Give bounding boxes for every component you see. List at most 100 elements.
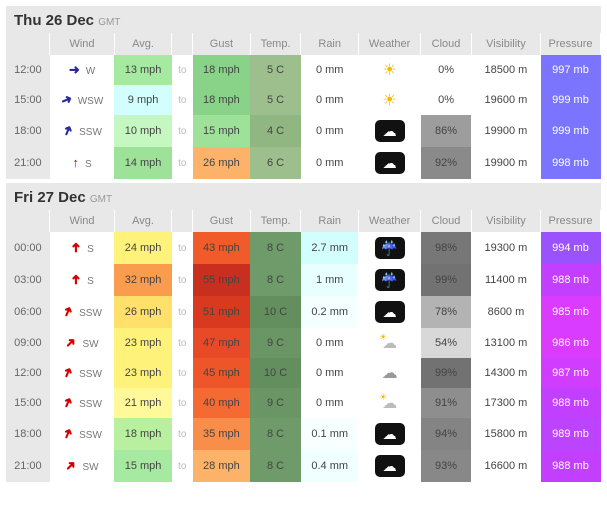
cell-wind: ➜ SSW xyxy=(50,115,115,147)
cell-time: 18:00 xyxy=(6,418,50,450)
cell-wind: ➜ S xyxy=(50,232,115,264)
forecast-row: 15:00➜ WSW9 mphto18 mph5 C0 mm☀0%19600 m… xyxy=(6,85,601,115)
cell-pressure: 999 mb xyxy=(541,85,601,115)
cell-avg: 10 mph xyxy=(114,115,172,147)
cell-time: 12:00 xyxy=(6,55,50,85)
cell-weather: ☁ xyxy=(358,147,420,179)
weather-icon-sun: ☀ xyxy=(382,90,396,110)
day-title: Thu 26 Dec xyxy=(14,12,94,29)
cell-gust: 51 mph xyxy=(193,296,251,328)
forecast-row: 06:00➜ SSW26 mphto51 mph10 C0.2 mm☁78%86… xyxy=(6,296,601,328)
cell-gust: 15 mph xyxy=(193,115,251,147)
col-avg: Avg. xyxy=(114,33,172,55)
forecast-table: WindAvg.GustTemp.RainWeatherCloudVisibil… xyxy=(6,33,601,179)
wind-arrow-icon: ➜ xyxy=(59,91,74,107)
col-gust: Gust xyxy=(193,33,251,55)
cell-avg: 26 mph xyxy=(114,296,172,328)
cell-visibility: 18500 m xyxy=(471,55,540,85)
cell-temp: 8 C xyxy=(250,264,301,296)
cell-to: to xyxy=(172,55,193,85)
col-pressure: Pressure xyxy=(541,210,601,232)
cell-avg: 9 mph xyxy=(114,85,172,115)
wind-arrow-icon: ➜ xyxy=(69,63,80,76)
cell-visibility: 19900 m xyxy=(471,115,540,147)
cell-avg: 13 mph xyxy=(114,55,172,85)
col-rain: Rain xyxy=(301,33,359,55)
cell-weather: ☁ xyxy=(358,328,420,358)
cell-temp: 5 C xyxy=(250,55,301,85)
col-wind: Wind xyxy=(50,210,115,232)
wind-dir-label: W xyxy=(86,66,95,77)
cell-rain: 0 mm xyxy=(301,55,359,85)
col-cloud: Cloud xyxy=(421,210,472,232)
cell-gust: 43 mph xyxy=(193,232,251,264)
cell-visibility: 19600 m xyxy=(471,85,540,115)
cell-time: 09:00 xyxy=(6,328,50,358)
cell-wind: ➜ W xyxy=(50,55,115,85)
cell-to: to xyxy=(172,232,193,264)
weather-icon-sun: ☀ xyxy=(382,60,396,80)
cell-to: to xyxy=(172,328,193,358)
cell-time: 15:00 xyxy=(6,388,50,418)
col-rain: Rain xyxy=(301,210,359,232)
forecast-row: 21:00↑ S14 mphto26 mph6 C0 mm☁92%19900 m… xyxy=(6,147,601,179)
wind-arrow-icon: ➜ xyxy=(69,274,82,285)
cell-temp: 4 C xyxy=(250,115,301,147)
cell-wind: ➜ SSW xyxy=(50,296,115,328)
forecast-row: 03:00➜ S32 mphto55 mph8 C1 mm☔99%11400 m… xyxy=(6,264,601,296)
weather-icon-cloud_box: ☁ xyxy=(375,455,405,477)
cell-temp: 8 C xyxy=(250,418,301,450)
cell-visibility: 19900 m xyxy=(471,147,540,179)
weather-icon-cloud_box: ☁ xyxy=(375,152,405,174)
col-cloud: Cloud xyxy=(421,33,472,55)
cell-wind: ➜ SW xyxy=(50,450,115,482)
weather-icon-cloud: ☁ xyxy=(382,363,398,383)
cell-time: 15:00 xyxy=(6,85,50,115)
weather-icon-cloud_box: ☁ xyxy=(375,301,405,323)
cell-to: to xyxy=(172,85,193,115)
day-header: Thu 26 Dec GMT xyxy=(6,6,601,33)
cell-cloud: 92% xyxy=(421,147,472,179)
cell-to: to xyxy=(172,358,193,388)
cell-pressure: 994 mb xyxy=(541,232,601,264)
wind-arrow-icon: ↑ xyxy=(72,156,79,169)
cell-weather: ☀ xyxy=(358,85,420,115)
weather-icon-cloud_box: ☁ xyxy=(375,120,405,142)
cell-rain: 0.1 mm xyxy=(301,418,359,450)
cell-time: 21:00 xyxy=(6,147,50,179)
cell-wind: ➜ S xyxy=(50,264,115,296)
forecast-row: 12:00➜ SSW23 mphto45 mph10 C0 mm☁99%1430… xyxy=(6,358,601,388)
cell-temp: 9 C xyxy=(250,388,301,418)
cell-time: 03:00 xyxy=(6,264,50,296)
cell-cloud: 99% xyxy=(421,358,472,388)
cell-to: to xyxy=(172,418,193,450)
cell-avg: 14 mph xyxy=(114,147,172,179)
cell-visibility: 17300 m xyxy=(471,388,540,418)
cell-cloud: 94% xyxy=(421,418,472,450)
cell-weather: ☁ xyxy=(358,450,420,482)
cell-rain: 0.2 mm xyxy=(301,296,359,328)
cell-visibility: 13100 m xyxy=(471,328,540,358)
cell-pressure: 988 mb xyxy=(541,450,601,482)
cell-to: to xyxy=(172,296,193,328)
cell-pressure: 986 mb xyxy=(541,328,601,358)
cell-wind: ↑ S xyxy=(50,147,115,179)
cell-rain: 0 mm xyxy=(301,115,359,147)
cell-to: to xyxy=(172,450,193,482)
header-row: WindAvg.GustTemp.RainWeatherCloudVisibil… xyxy=(6,210,601,232)
cell-visibility: 14300 m xyxy=(471,358,540,388)
col-avg: Avg. xyxy=(114,210,172,232)
cell-weather: ☔ xyxy=(358,264,420,296)
cell-time: 12:00 xyxy=(6,358,50,388)
wind-arrow-icon: ➜ xyxy=(59,395,75,410)
cell-to: to xyxy=(172,115,193,147)
forecast-row: 15:00➜ SSW21 mphto40 mph9 C0 mm☁91%17300… xyxy=(6,388,601,418)
col-to xyxy=(172,210,193,232)
col-weather: Weather xyxy=(358,33,420,55)
weather-icon-rain_box: ☔ xyxy=(375,269,405,291)
cell-time: 21:00 xyxy=(6,450,50,482)
cell-visibility: 8600 m xyxy=(471,296,540,328)
cell-to: to xyxy=(172,264,193,296)
cell-rain: 0 mm xyxy=(301,388,359,418)
cell-pressure: 988 mb xyxy=(541,264,601,296)
